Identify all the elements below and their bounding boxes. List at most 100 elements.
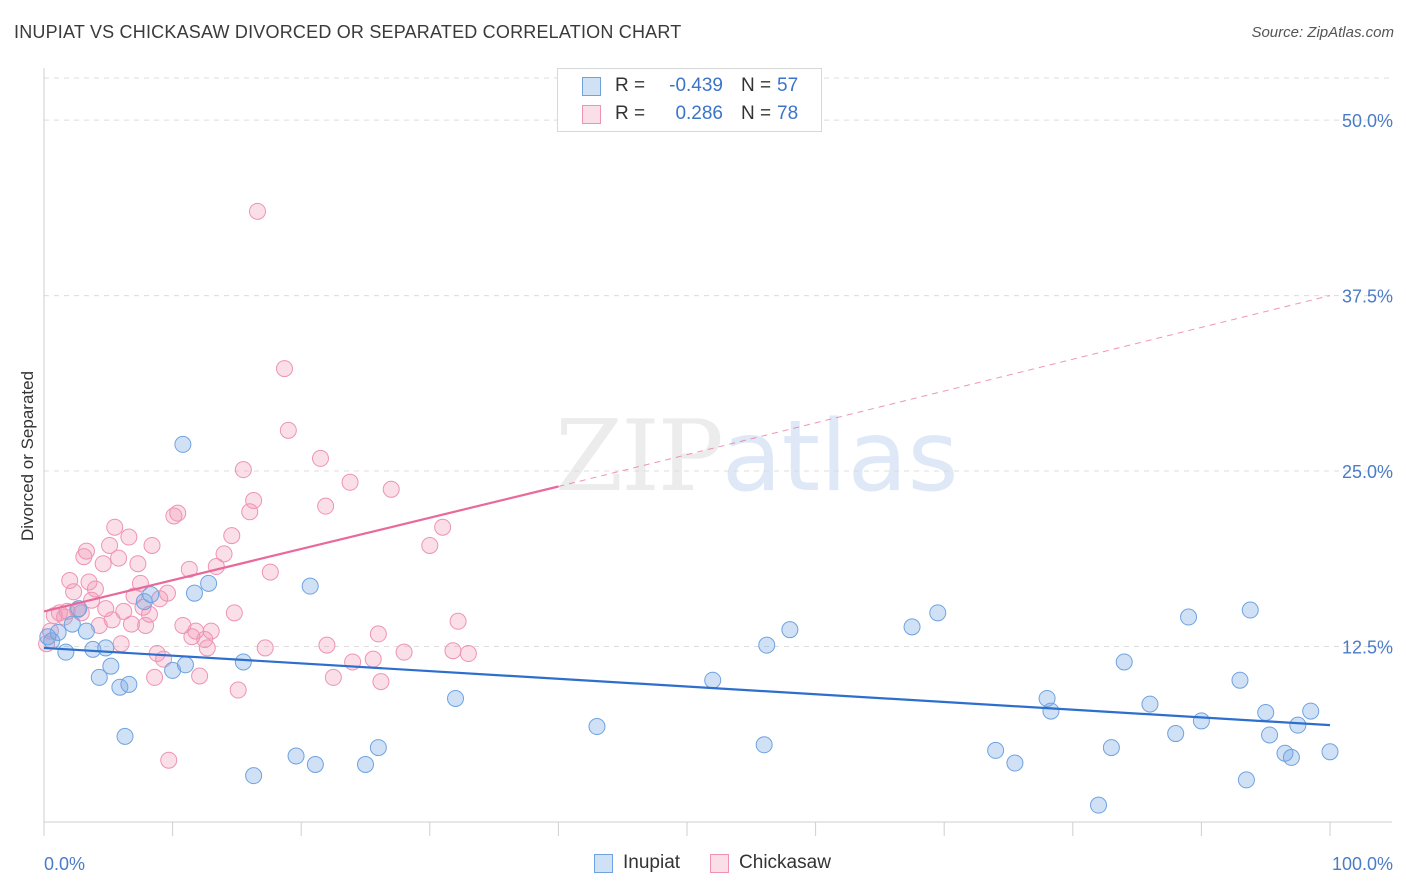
chickasaw-point xyxy=(311,449,329,467)
inupiat-point xyxy=(1102,739,1120,757)
inupiat-point xyxy=(185,584,203,602)
inupiat-point xyxy=(1237,771,1255,789)
chickasaw-point xyxy=(129,555,147,573)
chickasaw-point xyxy=(146,668,164,686)
inupiat-point xyxy=(234,653,252,671)
source-credit: Source: ZipAtlas.com xyxy=(1251,24,1394,41)
chickasaw-point xyxy=(248,202,266,220)
inupiat-point xyxy=(1192,712,1210,730)
inupiat-point xyxy=(781,621,799,639)
r-label: R = xyxy=(615,75,646,96)
data-points xyxy=(38,202,1339,814)
inupiat-point xyxy=(1282,748,1300,766)
inupiat-point xyxy=(903,618,921,636)
chickasaw-point xyxy=(94,555,112,573)
legend-label-chickasaw: Chickasaw xyxy=(739,852,831,873)
inupiat-point xyxy=(164,661,182,679)
inupiat-point xyxy=(987,741,1005,759)
chickasaw-point xyxy=(137,616,155,634)
inupiat-point xyxy=(1167,725,1185,743)
chickasaw-point xyxy=(61,572,79,590)
chickasaw-point xyxy=(140,605,158,623)
inupiat-point xyxy=(135,593,153,611)
legend-row-chickasaw: R = 0.286 N = 78 xyxy=(582,102,798,126)
chickasaw-point xyxy=(103,611,121,629)
inupiat-point xyxy=(1302,702,1320,720)
chickasaw-point xyxy=(169,504,187,522)
legend-item-inupiat: Inupiat xyxy=(594,852,680,874)
inupiat-point xyxy=(200,574,218,592)
inupiat-point xyxy=(357,755,374,773)
chickasaw-point xyxy=(256,639,274,657)
chickasaw-point xyxy=(341,473,359,491)
chickasaw-point xyxy=(180,560,198,578)
chickasaw-point xyxy=(65,583,83,601)
inupiat-point xyxy=(1042,702,1060,720)
chickasaw-point xyxy=(223,527,241,545)
y-tick-label: 25.0% xyxy=(1342,462,1393,482)
chickasaw-point xyxy=(449,612,467,630)
inupiat-point xyxy=(447,689,465,707)
chickasaw-point xyxy=(122,615,140,633)
inupiat-point xyxy=(120,675,138,693)
inupiat-point xyxy=(142,586,160,604)
chickasaw-point xyxy=(421,536,439,554)
chickasaw-point xyxy=(115,602,133,620)
r-label: R = xyxy=(615,103,646,124)
inupiat-point xyxy=(306,755,324,773)
inupiat-point xyxy=(116,727,134,745)
chickasaw-point xyxy=(158,584,176,602)
chickasaw-point xyxy=(202,622,220,640)
inupiat-point xyxy=(176,656,194,674)
inupiat-point xyxy=(1231,671,1249,689)
chickasaw-point xyxy=(364,650,382,668)
chickasaw-point xyxy=(275,360,293,378)
chickasaw-point xyxy=(245,492,263,510)
inupiat-point xyxy=(102,657,120,675)
inupiat-point xyxy=(1321,743,1339,761)
y-axis-label: Divorced or Separated xyxy=(18,370,37,542)
chickasaw-point xyxy=(317,497,335,515)
legend-label-inupiat: Inupiat xyxy=(623,852,681,873)
inupiat-point xyxy=(1289,716,1307,734)
chickasaw-point xyxy=(120,528,138,546)
inupiat-point xyxy=(49,623,67,641)
r-value: 0.286 xyxy=(675,103,723,124)
inupiat-point xyxy=(90,668,108,686)
inupiat-point xyxy=(1090,796,1108,814)
inupiat-point xyxy=(1180,608,1198,626)
r-value: -0.439 xyxy=(669,75,723,96)
chickasaw-trend-extension xyxy=(558,295,1331,487)
n-value: 78 xyxy=(777,103,799,124)
chickasaw-point xyxy=(215,545,233,563)
chickasaw-point xyxy=(174,616,192,634)
y-tick-label: 12.5% xyxy=(1342,638,1393,658)
inupiat-swatch xyxy=(594,853,613,873)
axes xyxy=(43,68,1392,836)
chickasaw-point xyxy=(324,668,342,686)
inupiat-point xyxy=(1257,704,1275,722)
inupiat-point xyxy=(174,435,192,453)
n-label: N = xyxy=(741,103,772,124)
chickasaw-point xyxy=(106,518,124,536)
watermark-atlas: atlas xyxy=(721,400,959,514)
chickasaw-point xyxy=(191,667,209,685)
chickasaw-point xyxy=(318,636,336,654)
series-legend: Inupiat Chickasaw xyxy=(594,852,861,874)
chickasaw-point xyxy=(369,625,387,643)
chickasaw-swatch xyxy=(710,853,730,873)
x-tick-label: 100.0% xyxy=(1332,854,1393,874)
chickasaw-point xyxy=(160,751,178,769)
n-label: N = xyxy=(741,75,772,96)
chickasaw-point xyxy=(459,645,477,663)
inupiat-point xyxy=(1141,695,1159,713)
n-value: 57 xyxy=(777,75,799,96)
chickasaw-point xyxy=(372,673,390,691)
inupiat-trend-line xyxy=(43,646,1331,727)
chickasaw-point xyxy=(112,635,130,653)
inupiat-point xyxy=(704,671,722,689)
inupiat-point xyxy=(57,643,75,661)
chickasaw-trend-line xyxy=(43,485,559,613)
chickasaw-point xyxy=(229,681,247,699)
